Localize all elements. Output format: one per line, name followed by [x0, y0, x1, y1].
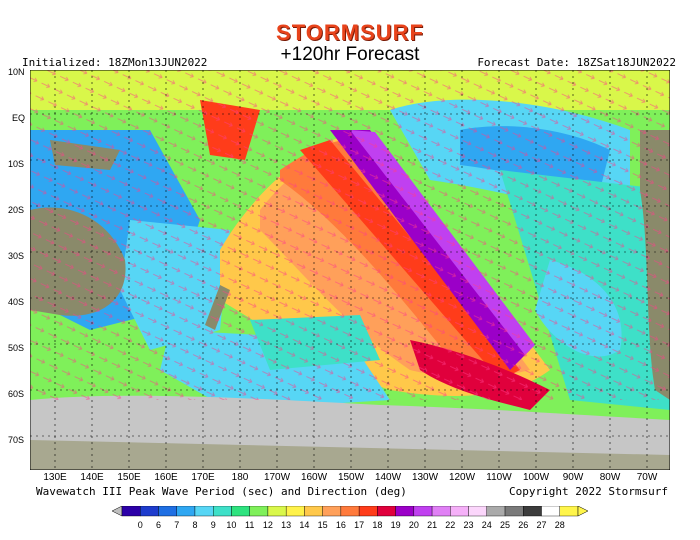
lat-label: EQ [12, 113, 26, 123]
lon-label: 150W [337, 472, 365, 483]
lon-label: 170W [263, 472, 291, 483]
colorbar-label: 20 [409, 520, 419, 530]
colorbar-swatch [431, 506, 451, 517]
colorbar-label: 9 [211, 520, 216, 530]
lat-label: 10S [8, 159, 25, 169]
colorbar-label: 6 [156, 520, 161, 530]
colorbar-swatch [249, 506, 269, 517]
colorbar-swatch [231, 506, 250, 517]
period-colorbar: 0 6 7 8 9 10 11 12 13 14 15 16 17 18 19 20 21 22 23 24 25 26 2… [112, 506, 588, 530]
colorbar-label: 26 [518, 520, 528, 530]
colorbar-swatch [486, 506, 506, 517]
lon-label: 130E [43, 472, 67, 483]
colorbar-swatch [468, 506, 487, 517]
colorbar-swatch [377, 506, 396, 517]
colorbar-swatch [140, 506, 159, 517]
colorbar-label: 23 [464, 520, 474, 530]
colorbar-swatch [158, 506, 177, 517]
forecast-date-label: Forecast Date: 18ZSat18JUN2022 [477, 56, 676, 69]
colorbar-swatch [541, 506, 560, 517]
lat-label: 60S [8, 389, 25, 399]
lon-label: 140W [374, 472, 402, 483]
lon-label: 140E [80, 472, 104, 483]
lat-label: 20S [8, 205, 25, 215]
lon-label: 70W [636, 472, 658, 483]
colorbar-right-arrow [577, 506, 588, 517]
colorbar-label: 13 [281, 520, 291, 530]
graticule [30, 70, 670, 470]
colorbar-label: 28 [555, 520, 565, 530]
colorbar-swatch [285, 506, 305, 517]
colorbar-label: 7 [174, 520, 179, 530]
lon-label: 100W [522, 472, 550, 483]
wave-direction-arrows [30, 70, 670, 400]
colorbar-swatch [504, 506, 524, 517]
colorbar-swatch [358, 506, 378, 517]
colorbar-label: 25 [500, 520, 510, 530]
colorbar-label: 8 [192, 520, 197, 530]
lon-label: 90W [562, 472, 584, 483]
lon-label: 160W [300, 472, 328, 483]
lon-label: 150E [117, 472, 141, 483]
lon-label: 110W [486, 472, 512, 483]
colorbar-label: 15 [318, 520, 328, 530]
caption: Wavewatch III Peak Wave Period (sec) and… [36, 485, 407, 498]
colorbar-left-arrow [112, 506, 123, 517]
colorbar-swatch [212, 506, 232, 517]
colorbar-swatch [267, 506, 287, 517]
colorbar-swatch [304, 506, 323, 517]
lon-label: 180 [231, 472, 249, 483]
antarctic-land [30, 440, 670, 470]
forecast-title: +120hr Forecast [280, 44, 420, 65]
colorbar-label: 0 [138, 520, 143, 530]
colorbar-swatch [523, 506, 542, 517]
colorbar-label: 18 [372, 520, 382, 530]
lat-label: 10N [8, 67, 25, 77]
colorbar-label: 16 [336, 520, 346, 530]
colorbar-label: 21 [427, 520, 437, 530]
initialized-label: Initialized: 18ZMon13JUN2022 [22, 56, 208, 69]
colorbar-label: 12 [263, 520, 273, 530]
lon-label: 170E [191, 472, 215, 483]
copyright: Copyright 2022 Stormsurf [509, 485, 668, 498]
colorbar-swatch [413, 506, 433, 517]
colorbar-swatch [340, 506, 360, 517]
colorbar-label: 22 [445, 520, 455, 530]
colorbar-swatch [395, 506, 415, 517]
colorbar-swatch [322, 506, 342, 517]
colorbar-label: 19 [391, 520, 401, 530]
lon-label: 130W [411, 472, 439, 483]
lat-label: 50S [8, 343, 25, 353]
colorbar-label: 11 [245, 520, 254, 530]
lon-label: 80W [599, 472, 621, 483]
colorbar-label: 10 [226, 520, 236, 530]
colorbar-swatch [176, 506, 196, 517]
lon-label: 120W [448, 472, 476, 483]
colorbar-label: 17 [354, 520, 364, 530]
lon-label: 160E [154, 472, 178, 483]
colorbar-swatch [450, 506, 469, 517]
stormsurf-logo: STORMSURF [276, 20, 424, 45]
lat-label: 70S [8, 435, 25, 445]
colorbar-label: 14 [299, 520, 309, 530]
lat-label: 30S [8, 251, 25, 261]
colorbar-swatch [194, 506, 214, 517]
colorbar-label: 27 [537, 520, 547, 530]
colorbar-swatch [559, 506, 579, 517]
lat-label: 40S [8, 297, 25, 307]
wave-period-map [30, 70, 670, 470]
colorbar-label: 24 [482, 520, 492, 530]
colorbar-swatch [121, 506, 141, 517]
